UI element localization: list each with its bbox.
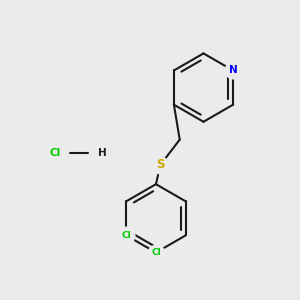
Text: Cl: Cl (49, 148, 61, 158)
Text: Cl: Cl (151, 248, 161, 257)
Text: S: S (156, 158, 165, 171)
Text: Cl: Cl (122, 231, 131, 240)
Text: H: H (98, 148, 107, 158)
Text: N: N (229, 65, 238, 76)
